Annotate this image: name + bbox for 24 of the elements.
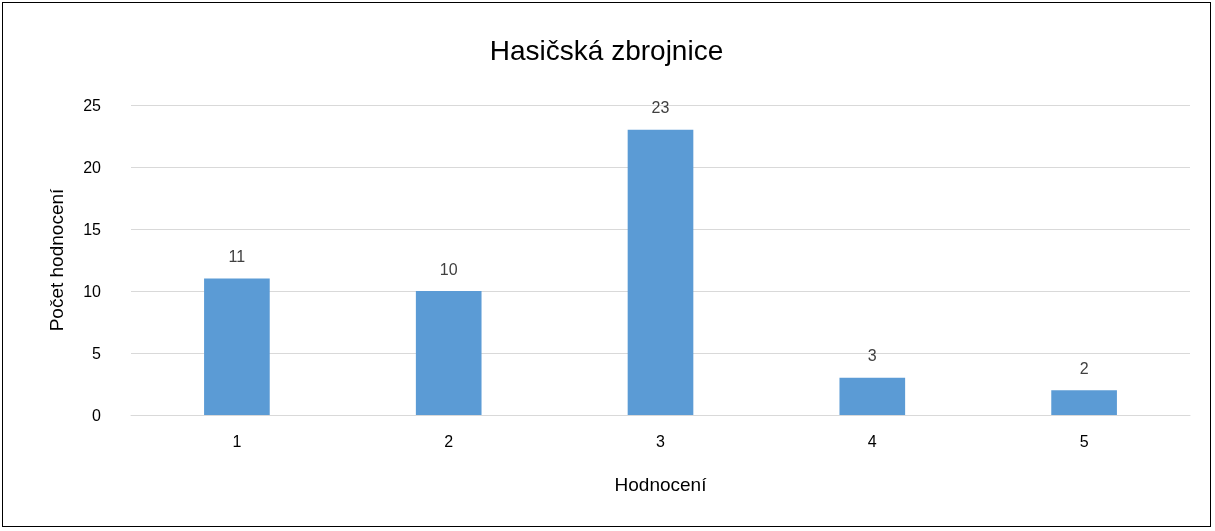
data-label: 2 — [1079, 359, 1089, 377]
bar — [1051, 390, 1117, 415]
x-tick-label: 5 — [1079, 432, 1089, 450]
y-tick-label: 25 — [83, 96, 102, 114]
chart-title: Hasičská zbrojnice — [489, 34, 724, 66]
data-label: 3 — [867, 347, 877, 365]
y-tick-label: 5 — [92, 344, 102, 362]
x-tick-label: 1 — [232, 432, 242, 450]
bar — [627, 129, 694, 415]
data-label: 23 — [651, 99, 670, 117]
data-label: 11 — [228, 248, 246, 266]
bar — [415, 291, 482, 415]
y-tick-label: 10 — [83, 282, 102, 300]
x-tick-label: 2 — [444, 432, 454, 450]
x-axis-title: Hodnocení — [614, 474, 708, 495]
x-tick-label: 3 — [656, 432, 666, 450]
data-label: 10 — [439, 260, 458, 278]
bar — [204, 278, 270, 415]
y-axis-title: Počet hodnocení — [46, 187, 67, 332]
bar — [839, 377, 906, 415]
y-tick-label: 0 — [92, 406, 102, 424]
y-tick-label: 15 — [83, 220, 102, 238]
x-tick-label: 4 — [867, 432, 877, 450]
y-tick-label: 20 — [83, 158, 102, 176]
